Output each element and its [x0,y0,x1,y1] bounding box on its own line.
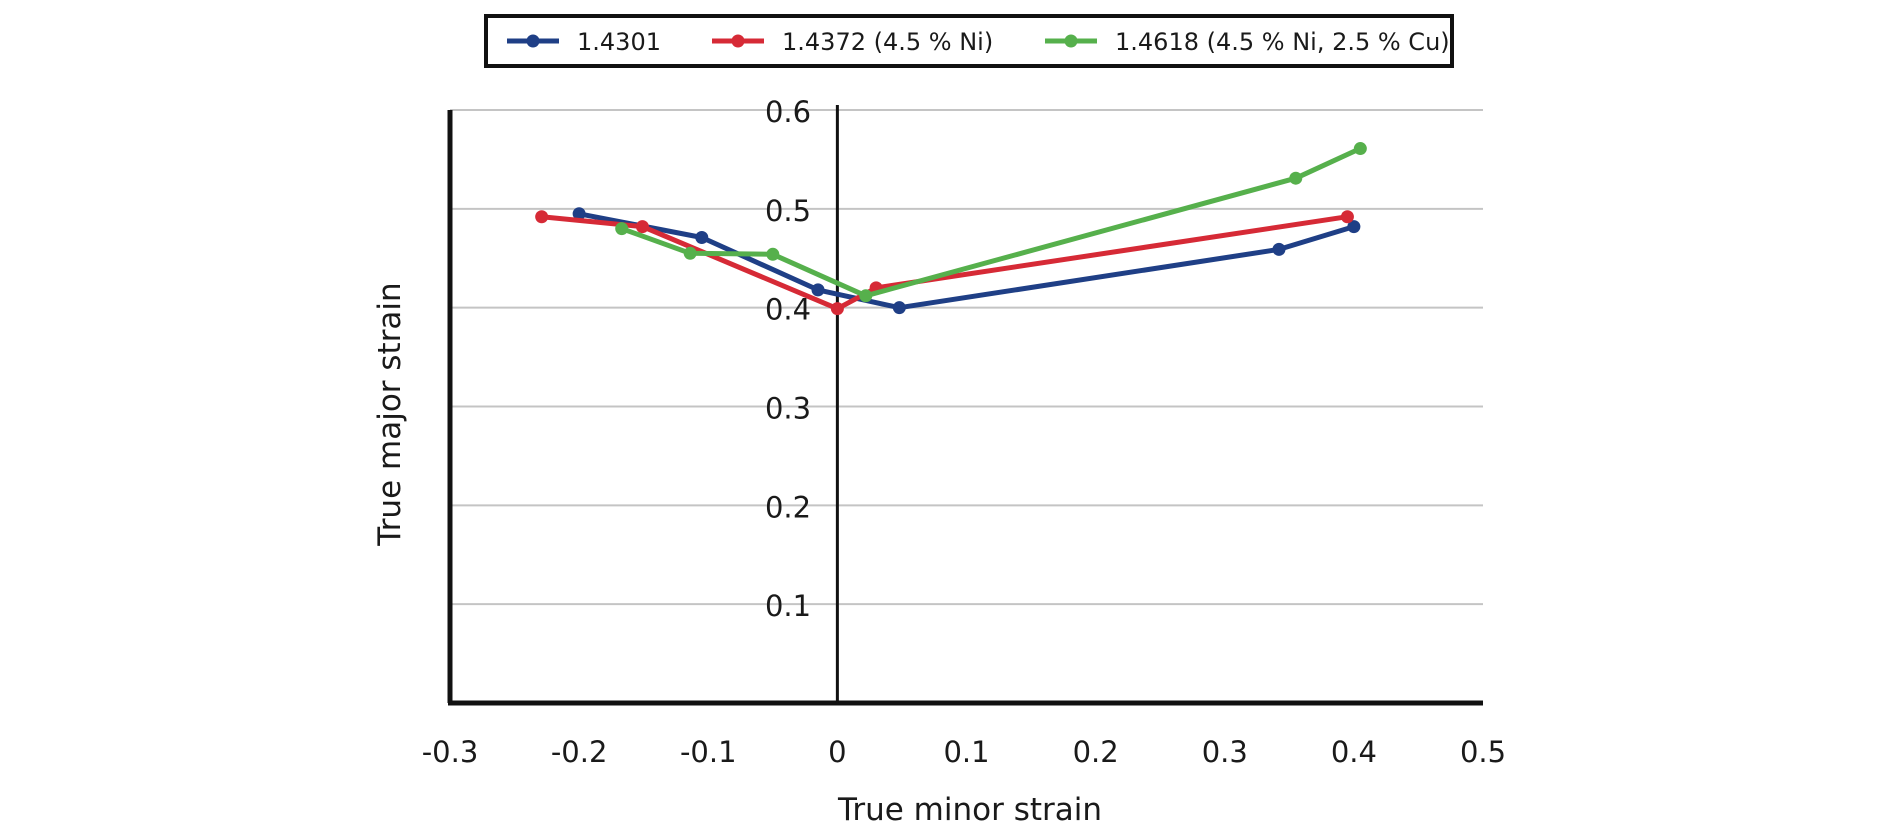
data-point-2-1 [683,246,697,260]
axes [447,105,1483,706]
data-point-1-0 [535,210,549,224]
series-line-0 [578,211,1355,311]
data-point-1-1 [635,220,649,234]
data-point-2-3 [859,289,873,303]
y-tick-label-5: 0.6 [765,95,811,129]
series-line-2 [620,146,1362,299]
data-point-0-5 [1347,220,1361,234]
legend-label-2: 1.4618 (4.5 % Ni, 2.5 % Cu) [1115,28,1450,56]
data-point-2-5 [1353,142,1367,156]
x-tick-label-8: 0.5 [1460,735,1506,769]
data-point-0-1 [695,230,709,244]
data-point-2-0 [615,222,629,236]
data-point-0-3 [892,301,906,315]
y-tick-label-4: 0.5 [765,194,811,228]
x-tick-label-4: 0.1 [943,735,989,769]
legend-label-1: 1.4372 (4.5 % Ni) [782,28,993,56]
legend-box [484,14,1454,68]
series-0 [572,207,1361,315]
legend-swatch-marker-1 [731,34,745,48]
legend: 1.4301 1.4372 (4.5 % Ni) 1.4618 (4.5 % Ni,… [484,14,1454,68]
data-point-0-0 [572,207,586,221]
x-tick-label-0: -0.3 [422,735,479,769]
series-1 [535,210,1354,316]
series-layer [535,142,1367,316]
series-2 [615,142,1367,303]
y-tick-labels: 0.1 0.2 0.3 0.4 0.5 0.6 [765,95,811,623]
y-tick-label-1: 0.2 [765,490,811,524]
x-tick-label-1: -0.2 [551,735,608,769]
data-point-0-2 [811,283,825,297]
gridlines [450,109,1483,606]
data-point-1-2 [830,302,844,316]
data-point-0-4 [1272,242,1286,256]
x-tick-label-3: 0 [828,735,846,769]
y-tick-label-0: 0.1 [765,589,811,623]
x-axis-title: True minor strain [837,792,1102,826]
legend-swatch-marker-2 [1064,34,1078,48]
x-tick-label-5: 0.2 [1073,735,1119,769]
data-point-1-4 [1340,210,1354,224]
x-tick-label-7: 0.4 [1331,735,1377,769]
data-point-2-2 [766,247,780,261]
data-point-2-4 [1289,171,1303,185]
y-tick-label-3: 0.4 [765,293,811,327]
x-tick-labels: -0.3 -0.2 -0.1 0 0.1 0.2 0.3 0.4 0.5 [422,735,1506,769]
legend-label-0: 1.4301 [577,28,661,56]
legend-swatch-marker-0 [526,34,540,48]
x-tick-label-6: 0.3 [1202,735,1248,769]
y-axis-title: True major strain [372,282,408,546]
x-tick-label-2: -0.1 [680,735,737,769]
y-tick-label-2: 0.3 [765,392,811,426]
